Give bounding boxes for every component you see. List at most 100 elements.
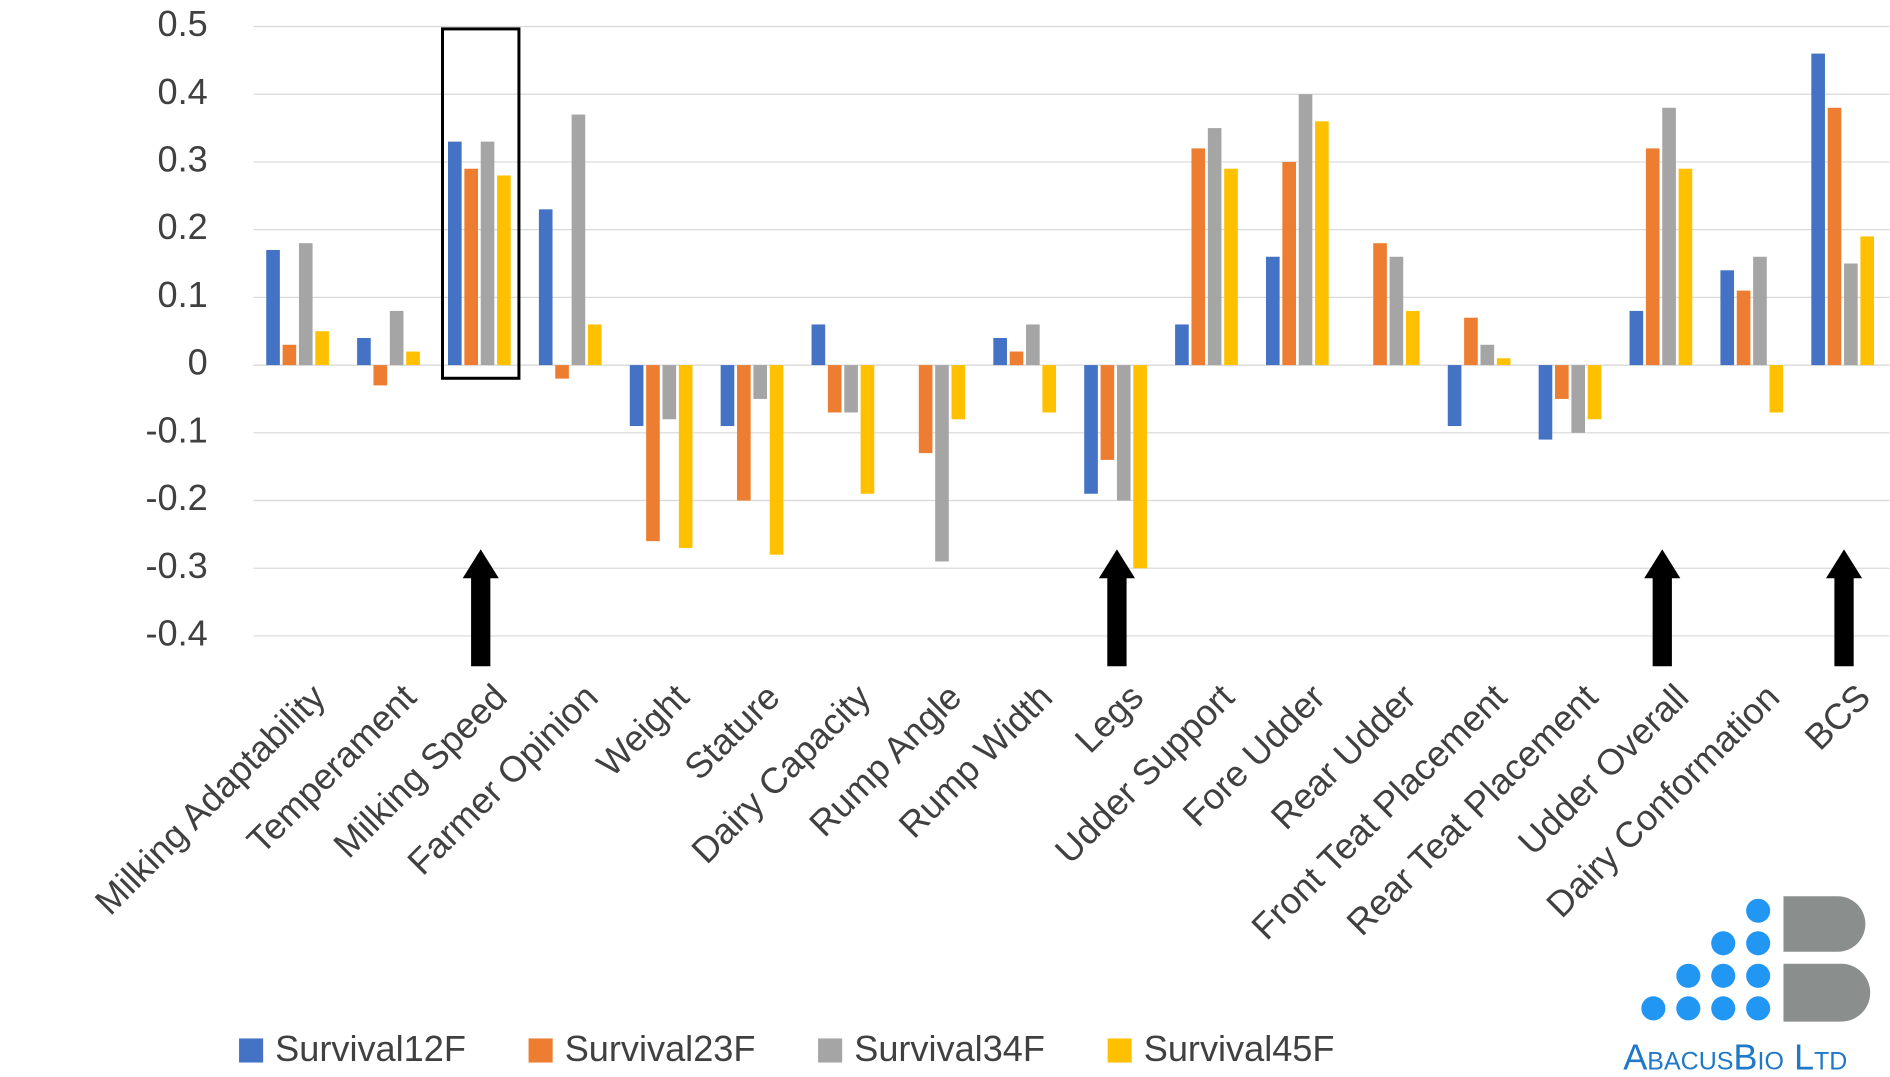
legend-swatch: [528, 1038, 553, 1063]
bar: [555, 365, 569, 379]
bar: [720, 365, 735, 427]
bar: [480, 141, 495, 366]
bar: [373, 365, 388, 386]
y-tick-label: -0.3: [145, 545, 207, 586]
x-tick-label: Legs: [1067, 676, 1151, 760]
bar: [827, 365, 842, 413]
bar: [1405, 310, 1420, 366]
bar: [1389, 256, 1404, 366]
bar: [1265, 256, 1280, 366]
bar: [497, 175, 511, 366]
bar: [587, 324, 602, 366]
bar: [1678, 168, 1693, 366]
bar: [1720, 270, 1735, 366]
bar: [1811, 53, 1825, 366]
highlight-box: [441, 27, 521, 380]
bar: [918, 365, 933, 454]
bar: [1373, 243, 1387, 366]
bar: [1207, 128, 1222, 366]
legend-swatch: [818, 1038, 843, 1063]
bar: [1827, 107, 1842, 366]
legend-swatch: [1107, 1038, 1132, 1063]
bar: [1587, 365, 1602, 420]
bar: [662, 365, 677, 420]
x-tick-label: Weight: [589, 676, 697, 784]
bar: [1844, 263, 1858, 366]
bar: [1282, 161, 1296, 366]
bar: [298, 243, 313, 366]
bar: [935, 365, 949, 562]
bar: [1191, 148, 1206, 366]
bar: [282, 344, 297, 366]
bar: [1769, 365, 1784, 413]
y-tick-label: 0: [188, 342, 208, 383]
bar: [678, 365, 693, 548]
arrow: [1098, 549, 1136, 667]
logo-text: AbacusBio Ltd: [1623, 1037, 1847, 1077]
y-tick-label: -0.2: [145, 477, 207, 518]
y-tick-label: 0.3: [158, 138, 208, 179]
bar: [1084, 365, 1098, 494]
bar: [1480, 344, 1495, 366]
legend-label: Survival45F: [1144, 1028, 1335, 1069]
legend-label: Survival23F: [565, 1028, 756, 1069]
y-tick-label: 0.2: [158, 206, 208, 247]
arrow: [1644, 549, 1681, 667]
legend-swatch: [239, 1038, 264, 1063]
bar: [1555, 365, 1569, 399]
bar: [1224, 168, 1238, 366]
bar: [993, 338, 1007, 366]
bar: [1571, 365, 1586, 433]
bar: [753, 365, 768, 399]
bar: [1860, 236, 1875, 366]
bar: [1026, 324, 1040, 366]
bar: [1175, 324, 1189, 366]
bar: [1753, 256, 1767, 366]
bar: [737, 365, 751, 501]
bar: [769, 365, 784, 555]
arrow: [1825, 549, 1863, 667]
bar: [571, 114, 586, 366]
bar: [646, 365, 660, 542]
y-tick-label: 0.4: [158, 71, 208, 112]
bar: [1116, 365, 1131, 501]
y-tick-label: -0.1: [145, 409, 207, 450]
bar: [629, 365, 644, 427]
bar: [1736, 290, 1751, 366]
bar: [448, 141, 462, 366]
legend: Survival12F Survival23F Survival34F Surviva…: [239, 1028, 1334, 1069]
bar: [844, 365, 858, 413]
bar: [1496, 358, 1511, 366]
bar: [860, 365, 875, 494]
bar: [538, 209, 553, 366]
bar: [315, 331, 329, 366]
logo: AbacusBio Ltd: [1623, 896, 1871, 1077]
bar: [1629, 310, 1644, 366]
bar: [406, 351, 420, 366]
y-tick-label: -0.4: [145, 613, 207, 654]
bar: [266, 249, 280, 366]
grid: [253, 25, 1890, 637]
bars: [266, 53, 1875, 569]
y-tick-label: 0.1: [158, 274, 208, 315]
bar: [1315, 121, 1329, 366]
x-tick-label: BCS: [1797, 676, 1879, 758]
bar: [1009, 351, 1024, 366]
bar: [1133, 365, 1147, 569]
bar: [951, 365, 966, 420]
y-tick-label: 0.5: [158, 3, 208, 44]
bar: [811, 324, 826, 366]
arrow: [462, 549, 499, 667]
legend-label: Survival34F: [854, 1028, 1045, 1069]
bar: [1538, 365, 1553, 440]
bar: [1100, 365, 1115, 460]
bar: [1645, 148, 1660, 366]
bar: [1447, 365, 1462, 427]
bar: [1298, 94, 1313, 366]
labels: -0.4-0.3-0.2-0.100.10.20.30.40.5Milking …: [87, 3, 1878, 947]
bar: [389, 310, 404, 366]
bar: [1464, 317, 1478, 366]
bar: [464, 168, 478, 366]
bar: [1042, 365, 1057, 413]
